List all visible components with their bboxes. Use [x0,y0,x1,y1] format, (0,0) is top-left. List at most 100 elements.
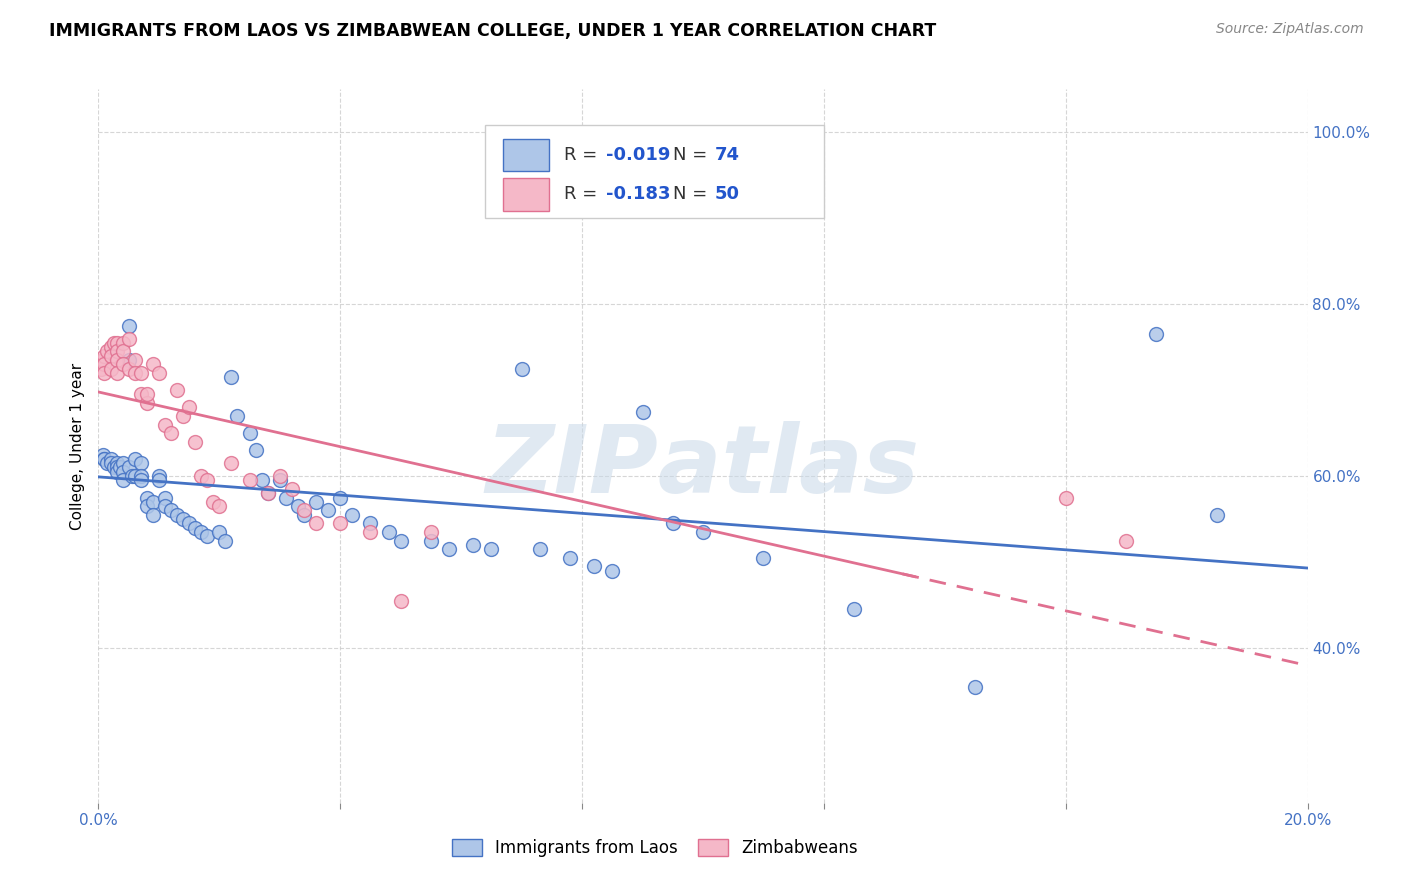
Point [389,533,412,548]
Point [93,366,115,380]
Point [118,361,141,376]
Point [100,451,122,466]
FancyBboxPatch shape [485,125,824,218]
Point [389,593,412,607]
Point [105,366,128,380]
Point [111,456,134,470]
Point [118,318,141,333]
Point [195,474,218,488]
Text: IMMIGRANTS FROM LAOS VS ZIMBABWEAN COLLEGE, UNDER 1 YEAR CORRELATION CHART: IMMIGRANTS FROM LAOS VS ZIMBABWEAN COLLE… [49,22,936,40]
Point [100,361,122,376]
Point [153,417,176,432]
Point [463,538,485,552]
Text: R =: R = [564,146,603,164]
Point [105,344,128,359]
Point [135,499,157,513]
Point [437,542,460,557]
Point [245,443,267,458]
Point [118,460,141,475]
Point [481,542,503,557]
Point [179,401,201,415]
Point [100,340,122,354]
Point [111,344,134,359]
Point [105,465,128,479]
Text: R =: R = [564,186,603,203]
Point [129,456,152,470]
Point [100,349,122,363]
Point [142,508,165,522]
Point [118,332,141,346]
Point [420,524,443,539]
Point [256,486,278,500]
Point [292,508,315,522]
Point [124,451,146,466]
Point [111,335,134,350]
Point [529,542,551,557]
Point [121,469,143,483]
Point [269,469,291,483]
Point [93,357,115,371]
Text: N =: N = [672,186,713,203]
Text: -0.183: -0.183 [606,186,671,203]
Text: -0.019: -0.019 [606,146,671,164]
Point [184,521,207,535]
Point [360,516,382,531]
Point [124,353,146,368]
Point [305,516,328,531]
Point [166,383,188,397]
Point [129,469,152,483]
Point [752,550,775,565]
Point [153,491,176,505]
Point [172,512,194,526]
Point [111,474,134,488]
Point [226,409,249,423]
Point [129,474,152,488]
Point [160,503,183,517]
Point [96,456,118,470]
Point [105,456,128,470]
Point [166,508,188,522]
Point [172,409,194,423]
Point [583,559,606,574]
Point [631,404,654,418]
Point [190,524,212,539]
Point [292,503,315,517]
Point [256,486,278,500]
Point [420,533,443,548]
Point [274,491,297,505]
Point [142,495,165,509]
Point [1054,491,1077,505]
Point [103,335,125,350]
Point [93,451,115,466]
Point [124,469,146,483]
Point [91,448,114,462]
Point [692,524,714,539]
Text: ZIP​atlas: ZIP​atlas [486,421,920,514]
Point [360,524,382,539]
Legend: Immigrants from Laos, Zimbabweans: Immigrants from Laos, Zimbabweans [443,831,866,866]
Point [105,353,128,368]
Point [148,474,170,488]
Point [965,680,987,694]
Point [129,387,152,401]
Point [342,508,364,522]
Text: 74: 74 [716,146,740,164]
Point [1115,533,1137,548]
Point [142,357,165,371]
Point [160,426,183,441]
Point [111,465,134,479]
Point [103,460,125,475]
Point [239,474,262,488]
FancyBboxPatch shape [503,139,550,171]
FancyBboxPatch shape [503,178,550,211]
Point [377,524,399,539]
Point [179,516,201,531]
Point [93,349,115,363]
Point [105,335,128,350]
Point [108,460,131,475]
Point [195,529,218,543]
Point [202,495,225,509]
Point [269,474,291,488]
Point [602,564,624,578]
Point [184,434,207,449]
